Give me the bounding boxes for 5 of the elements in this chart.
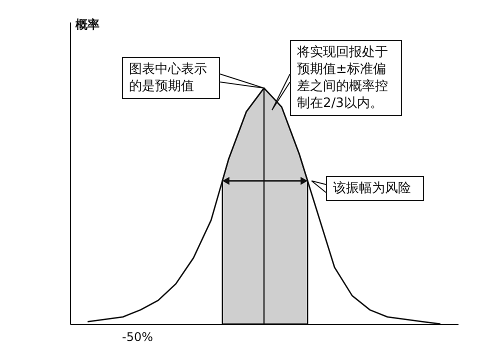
- text: -50%: [122, 330, 154, 344]
- annotation: 图表中心表示的是预期值: [122, 57, 220, 99]
- annotation: 将实现回报处于预期值±标准偏差之间的概率控制在2/3以内。: [290, 40, 402, 116]
- annotation: 该振幅为风险: [326, 176, 424, 201]
- y-axis-title: 概率: [74, 18, 100, 32]
